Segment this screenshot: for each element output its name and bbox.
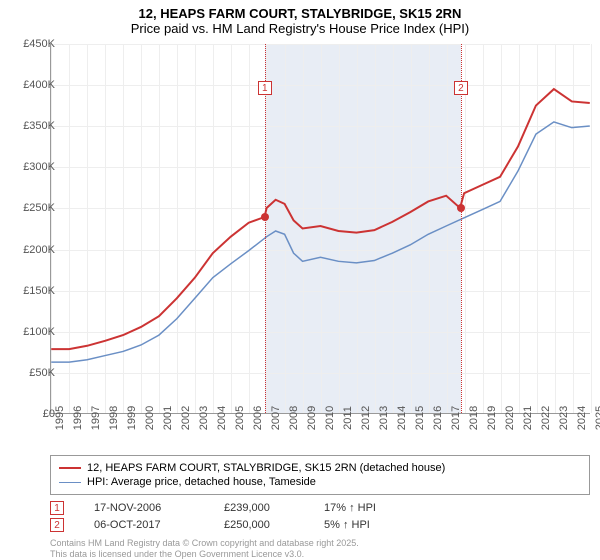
x-axis-tick: 2017 bbox=[450, 406, 462, 430]
y-axis-tick: £400K bbox=[5, 79, 55, 91]
x-axis-tick: 2013 bbox=[378, 406, 390, 430]
x-axis-tick: 2008 bbox=[288, 406, 300, 430]
chart-lines-svg bbox=[51, 44, 590, 413]
x-axis-tick: 1996 bbox=[72, 406, 84, 430]
x-axis-tick: 2012 bbox=[360, 406, 372, 430]
x-axis-tick: 2000 bbox=[144, 406, 156, 430]
legend-label: 12, HEAPS FARM COURT, STALYBRIDGE, SK15 … bbox=[87, 462, 445, 474]
y-axis-tick: £100K bbox=[5, 326, 55, 338]
legend-swatch-icon bbox=[59, 482, 81, 483]
x-axis-tick: 2019 bbox=[486, 406, 498, 430]
table-row: 2 06-OCT-2017 £250,000 5% ↑ HPI bbox=[50, 518, 414, 532]
x-axis-tick: 2009 bbox=[306, 406, 318, 430]
x-axis-tick: 2004 bbox=[216, 406, 228, 430]
x-axis-tick: 2011 bbox=[342, 406, 354, 430]
x-axis-tick: 2023 bbox=[558, 406, 570, 430]
x-axis-tick: 2003 bbox=[198, 406, 210, 430]
marker-label-icon: 2 bbox=[454, 81, 468, 95]
chart-container: 12, HEAPS FARM COURT, STALYBRIDGE, SK15 … bbox=[0, 0, 600, 560]
footnote-line: Contains HM Land Registry data © Crown c… bbox=[50, 538, 359, 549]
y-axis-tick: £200K bbox=[5, 244, 55, 256]
series-line bbox=[51, 89, 590, 349]
legend-label: HPI: Average price, detached house, Tame… bbox=[87, 476, 316, 488]
footnote: Contains HM Land Registry data © Crown c… bbox=[50, 538, 359, 560]
tx-hpi: 5% ↑ HPI bbox=[324, 519, 414, 531]
y-axis-tick: £150K bbox=[5, 285, 55, 297]
y-axis-tick: £300K bbox=[5, 161, 55, 173]
x-axis-tick: 2025 bbox=[594, 406, 600, 430]
marker-number-icon: 1 bbox=[50, 501, 64, 515]
legend-box: 12, HEAPS FARM COURT, STALYBRIDGE, SK15 … bbox=[50, 455, 590, 495]
marker-number-icon: 2 bbox=[50, 518, 64, 532]
x-axis-tick: 2005 bbox=[234, 406, 246, 430]
title-block: 12, HEAPS FARM COURT, STALYBRIDGE, SK15 … bbox=[0, 0, 600, 38]
x-axis-tick: 2018 bbox=[468, 406, 480, 430]
y-axis-tick: £0 bbox=[5, 408, 55, 420]
x-axis-tick: 2024 bbox=[576, 406, 588, 430]
x-axis-tick: 2014 bbox=[396, 406, 408, 430]
tx-price: £239,000 bbox=[224, 502, 294, 514]
legend-swatch-icon bbox=[59, 467, 81, 469]
marker-label-icon: 1 bbox=[258, 81, 272, 95]
title-subtitle: Price paid vs. HM Land Registry's House … bbox=[0, 21, 600, 36]
x-axis-tick: 2016 bbox=[432, 406, 444, 430]
x-axis-tick: 2007 bbox=[270, 406, 282, 430]
tx-date: 17-NOV-2006 bbox=[94, 502, 194, 514]
x-axis-tick: 2002 bbox=[180, 406, 192, 430]
x-axis-tick: 1999 bbox=[126, 406, 138, 430]
transactions-table: 1 17-NOV-2006 £239,000 17% ↑ HPI 2 06-OC… bbox=[50, 498, 414, 535]
tx-hpi: 17% ↑ HPI bbox=[324, 502, 414, 514]
y-axis-tick: £350K bbox=[5, 120, 55, 132]
footnote-line: This data is licensed under the Open Gov… bbox=[50, 549, 359, 560]
x-axis-tick: 2010 bbox=[324, 406, 336, 430]
table-row: 1 17-NOV-2006 £239,000 17% ↑ HPI bbox=[50, 501, 414, 515]
x-axis-tick: 2021 bbox=[522, 406, 534, 430]
x-axis-tick: 2020 bbox=[504, 406, 516, 430]
x-axis-tick: 2015 bbox=[414, 406, 426, 430]
x-axis-tick: 1998 bbox=[108, 406, 120, 430]
marker-dot-icon bbox=[261, 213, 269, 221]
chart-plot-area: 12 bbox=[50, 44, 590, 414]
tx-date: 06-OCT-2017 bbox=[94, 519, 194, 531]
x-axis-tick: 1997 bbox=[90, 406, 102, 430]
y-axis-tick: £250K bbox=[5, 202, 55, 214]
title-address: 12, HEAPS FARM COURT, STALYBRIDGE, SK15 … bbox=[0, 6, 600, 21]
x-axis-tick: 2022 bbox=[540, 406, 552, 430]
series-line bbox=[51, 122, 590, 362]
y-axis-tick: £450K bbox=[5, 38, 55, 50]
legend-item: HPI: Average price, detached house, Tame… bbox=[59, 476, 581, 488]
tx-price: £250,000 bbox=[224, 519, 294, 531]
x-axis-tick: 1995 bbox=[54, 406, 66, 430]
marker-dot-icon bbox=[457, 204, 465, 212]
x-axis-tick: 2006 bbox=[252, 406, 264, 430]
legend-item: 12, HEAPS FARM COURT, STALYBRIDGE, SK15 … bbox=[59, 462, 581, 474]
y-axis-tick: £50K bbox=[5, 367, 55, 379]
x-axis-tick: 2001 bbox=[162, 406, 174, 430]
